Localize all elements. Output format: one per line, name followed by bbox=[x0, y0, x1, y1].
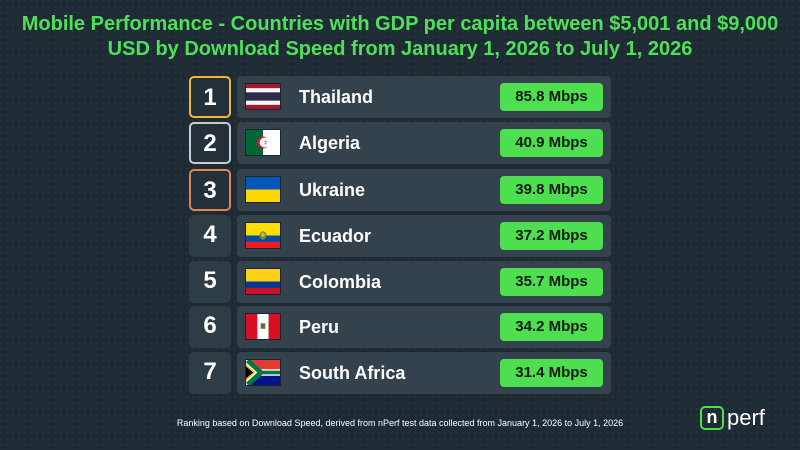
country-name: Colombia bbox=[299, 272, 382, 292]
rank-badge: 7 bbox=[189, 352, 231, 394]
footnote: Ranking based on Download Speed, derived… bbox=[176, 418, 624, 428]
country-bar: Thailand 85.8 Mbps bbox=[237, 76, 611, 118]
rank-badge: 2 bbox=[189, 122, 231, 164]
speed-badge: 37.2 Mbps bbox=[500, 222, 603, 250]
country-bar: Ukraine 39.8 Mbps bbox=[237, 169, 611, 211]
table-row: 5 Colombia 35.7 Mbps bbox=[189, 261, 611, 303]
country-bar: Ecuador 37.2 Mbps bbox=[237, 215, 611, 257]
speed-badge: 85.8 Mbps bbox=[500, 83, 603, 111]
rank-badge: 4 bbox=[189, 215, 231, 257]
table-row: 3 Ukraine 39.8 Mbps bbox=[189, 169, 611, 211]
rank-badge: 3 bbox=[189, 169, 231, 211]
table-row: 2 Algeria 40.9 Mbps bbox=[189, 122, 611, 164]
title-line-2: USD by Download Speed from January 1, 20… bbox=[107, 38, 693, 60]
nperf-logo: n perf bbox=[700, 404, 790, 434]
algeria-flag-icon bbox=[245, 129, 281, 156]
rank-badge: 1 bbox=[189, 76, 231, 118]
country-bar: Algeria 40.9 Mbps bbox=[237, 122, 611, 164]
rank-badge: 5 bbox=[189, 261, 231, 303]
country-bar: South Africa 31.4 Mbps bbox=[237, 352, 611, 394]
colombia-flag-icon bbox=[245, 268, 281, 295]
page-title: Mobile Performance - Countries with GDP … bbox=[0, 12, 800, 62]
country-name: South Africa bbox=[299, 363, 406, 383]
ecuador-flag-icon bbox=[245, 222, 281, 249]
logo-text: perf bbox=[727, 405, 765, 430]
table-row: 7 South Africa 31.4 Mbps bbox=[189, 352, 611, 394]
country-name: Ukraine bbox=[299, 180, 366, 200]
speed-badge: 34.2 Mbps bbox=[500, 313, 603, 341]
speed-badge: 35.7 Mbps bbox=[500, 268, 603, 296]
table-row: 1 Thailand 85.8 Mbps bbox=[189, 76, 611, 118]
south-africa-flag-icon bbox=[245, 359, 281, 386]
title-line-1: Mobile Performance - Countries with GDP … bbox=[21, 13, 779, 35]
table-row: 4 Ecuador 37.2 Mbps bbox=[189, 215, 611, 257]
table-row: 6 Peru 34.2 Mbps bbox=[189, 306, 611, 348]
country-name: Thailand bbox=[299, 87, 374, 107]
country-name: Algeria bbox=[299, 133, 361, 153]
logo-mark: n bbox=[700, 406, 724, 430]
country-name: Peru bbox=[299, 317, 340, 337]
rank-badge: 6 bbox=[189, 306, 231, 348]
speed-badge: 31.4 Mbps bbox=[500, 359, 603, 387]
speed-badge: 40.9 Mbps bbox=[500, 129, 603, 157]
country-name: Ecuador bbox=[299, 226, 372, 246]
thailand-flag-icon bbox=[245, 83, 281, 110]
speed-badge: 39.8 Mbps bbox=[500, 176, 603, 204]
country-bar: Peru 34.2 Mbps bbox=[237, 306, 611, 348]
peru-flag-icon bbox=[245, 313, 281, 340]
ukraine-flag-icon bbox=[245, 176, 281, 203]
country-bar: Colombia 35.7 Mbps bbox=[237, 261, 611, 303]
